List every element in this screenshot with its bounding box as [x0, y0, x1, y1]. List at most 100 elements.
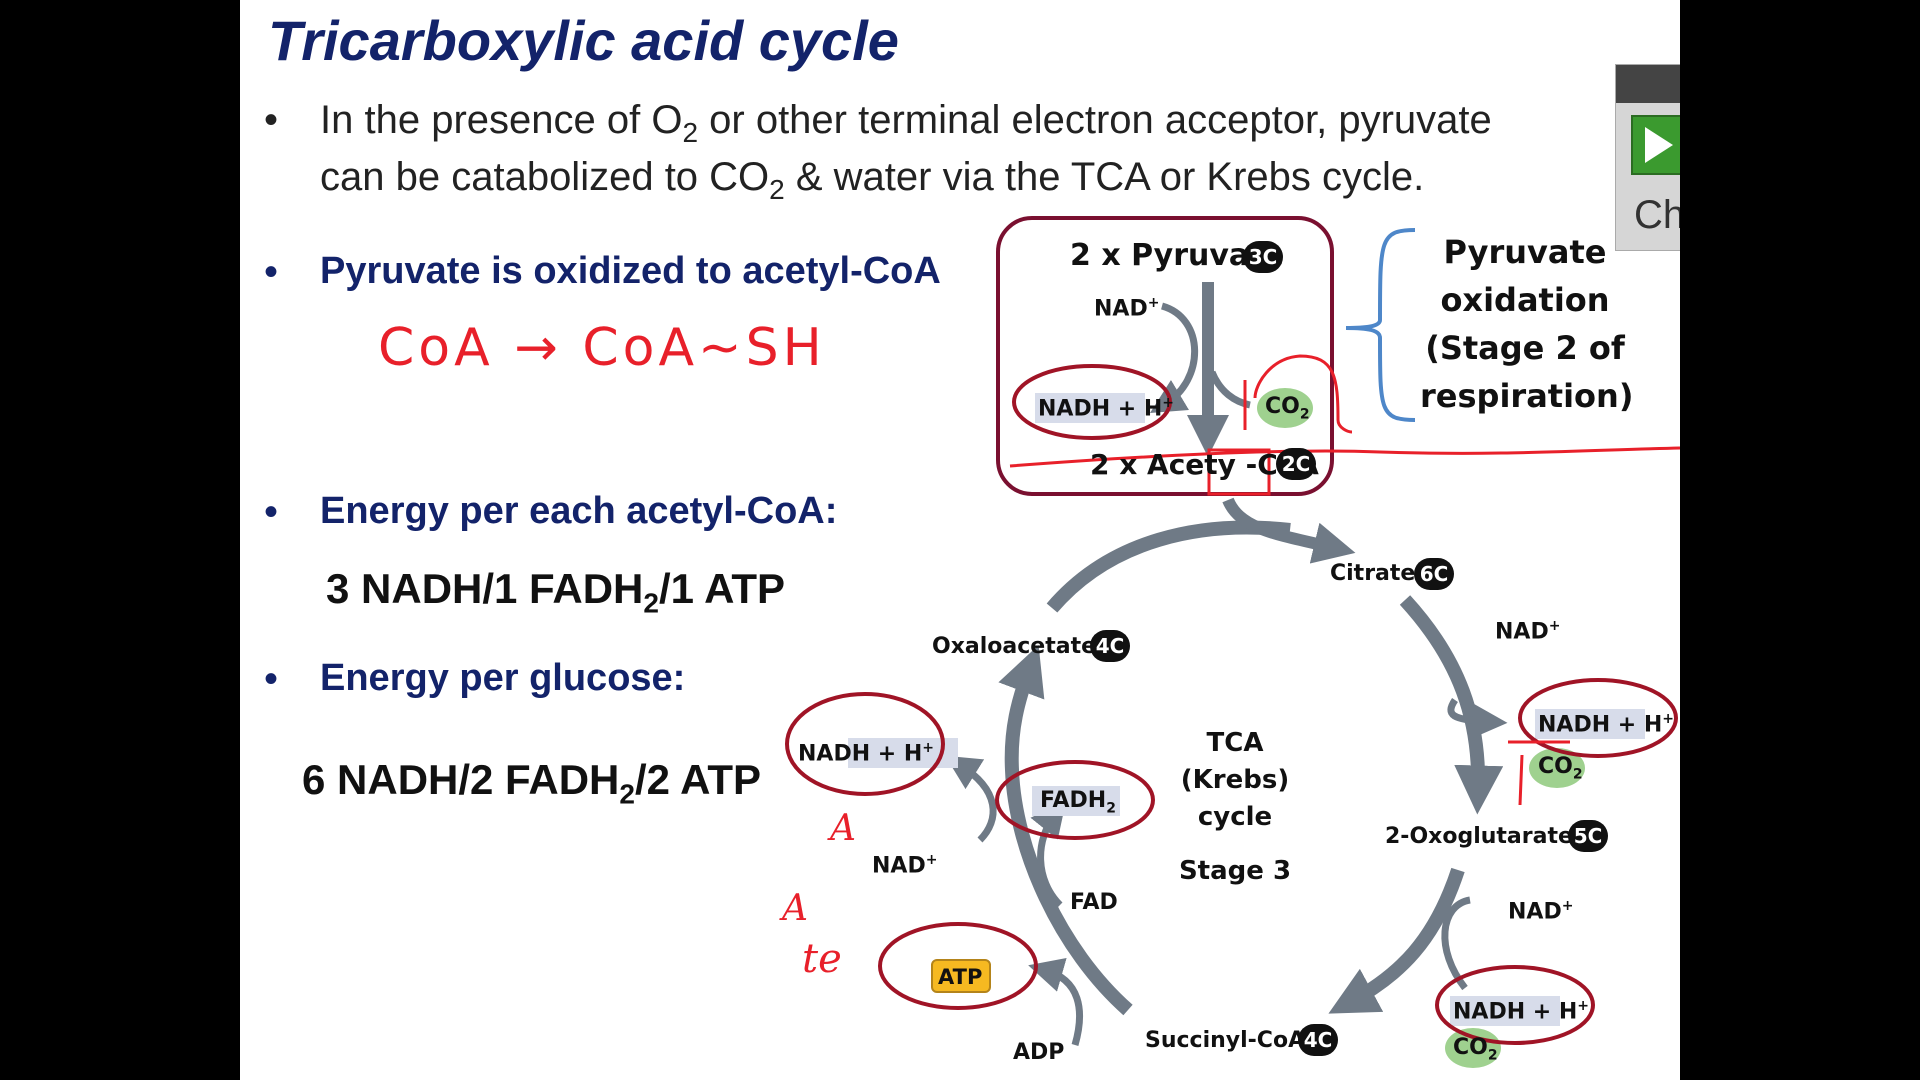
side-panel-label[interactable]: Ch	[1634, 193, 1680, 237]
text: NAD	[1508, 899, 1562, 925]
cycle-arc-top-left	[1046, 520, 1291, 613]
fadh2-highlight	[1032, 786, 1120, 816]
nadh-ellipse	[1435, 965, 1595, 1045]
co2-bubble	[1445, 1028, 1501, 1068]
text: NADH + H	[1038, 396, 1163, 422]
text: Pyruvate	[1443, 233, 1607, 271]
energy-per-acetyl-value: 3 NADH/1 FADH2/1 ATP	[326, 565, 785, 619]
bullet-dot: •	[264, 98, 279, 142]
text: NAD	[872, 853, 926, 879]
red-underline	[1009, 446, 1680, 468]
text: cycle	[1197, 802, 1273, 832]
carbon-badge: 6C	[1414, 558, 1454, 590]
text: (Stage 2 of	[1425, 329, 1625, 367]
nadh-ellipse	[785, 692, 945, 796]
bracket	[1345, 228, 1416, 422]
text: TCA	[1206, 728, 1264, 758]
text: /1 ATP	[658, 565, 785, 612]
text: or other terminal electron acceptor, pyr…	[698, 98, 1492, 142]
oxaloacetate-label: Oxaloacetate	[932, 634, 1097, 659]
handwritten-mark: A	[782, 888, 808, 929]
bullet-energy-acetyl: Energy per each acetyl-CoA:	[320, 490, 838, 532]
bullet-energy-glucose: Energy per glucose:	[320, 657, 686, 699]
red-co2-mark	[1253, 354, 1353, 434]
pyruvate-box-frame	[996, 216, 1334, 496]
co2-label: CO2	[1453, 1035, 1498, 1063]
text: NADH + H	[1538, 712, 1663, 738]
text: In the presence of O	[320, 98, 683, 142]
text: (Krebs)	[1180, 765, 1290, 795]
text: FADH	[1040, 788, 1107, 813]
play-button[interactable]	[1631, 115, 1680, 175]
red-co2-mark	[1508, 740, 1570, 806]
adp-arrow	[1028, 957, 1084, 1046]
nad-label: NAD+	[1508, 898, 1573, 924]
bullet-dot: •	[264, 490, 279, 534]
adp-label: ADP	[1013, 1040, 1065, 1065]
cycle-arc-left	[998, 645, 1133, 1016]
nad-side-arrow	[1150, 302, 1199, 414]
handwritten-mark: A	[830, 808, 856, 849]
superscript: +	[1548, 618, 1561, 634]
subscript: 2	[643, 587, 659, 619]
carbon-badge: 3C	[1243, 241, 1283, 273]
cycle-arc-right	[1399, 595, 1504, 815]
nadh-label: NADH + H+	[1038, 395, 1174, 421]
atp-ellipse	[878, 922, 1038, 1010]
fadh2-ellipse	[995, 760, 1155, 840]
succinyl-coa-label: Succinyl-CoA	[1145, 1028, 1306, 1053]
superscript: +	[1162, 395, 1175, 411]
citrate-label: Citrate	[1330, 561, 1416, 586]
atp-label: ATP	[938, 965, 983, 989]
nadh-label: NADH + H+	[798, 740, 934, 766]
side-panel: Ch	[1615, 64, 1680, 251]
subscript: 2	[1106, 800, 1116, 817]
carbon-badge: 2C	[1276, 448, 1316, 480]
nad-label: NAD+	[1495, 618, 1560, 644]
cycle-center-label: TCA (Krebs) cycle	[1160, 725, 1310, 836]
text: NADH + H	[1453, 999, 1578, 1025]
fadh2-label: FADH2	[1040, 788, 1116, 816]
nadh-highlight	[1450, 996, 1560, 1026]
nadh-highlight	[1535, 709, 1645, 739]
fad-arrow	[1030, 801, 1066, 908]
text: respiration)	[1420, 377, 1634, 415]
text: CO	[1265, 394, 1300, 419]
subscript: 2	[1572, 766, 1583, 783]
subscript: 2	[1487, 1047, 1498, 1064]
text: & water via the TCA or Krebs cycle.	[784, 155, 1425, 199]
nad-label: NAD+	[1094, 295, 1159, 321]
nadh-highlight	[1035, 393, 1145, 423]
co2-bubble	[1529, 748, 1585, 788]
bullet-dot: •	[264, 250, 279, 294]
nad-arrow-lower-right	[1441, 896, 1471, 991]
subscript: 2	[619, 778, 635, 810]
superscript: +	[1561, 898, 1574, 914]
cycle-arc-bottom-right	[1328, 867, 1465, 1014]
superscript: +	[1662, 711, 1675, 727]
nad-label: NAD+	[872, 852, 937, 878]
superscript: +	[1147, 295, 1160, 311]
side-panel-bar	[1616, 65, 1680, 103]
slide-title: Tricarboxylic acid cycle	[268, 9, 899, 72]
text: oxidation	[1440, 281, 1610, 319]
subscript: 2	[769, 174, 785, 205]
play-icon	[1645, 127, 1673, 163]
carbon-badge: 5C	[1568, 820, 1608, 852]
bullet-intro-line2: can be catabolized to CO2 & water via th…	[320, 155, 1424, 206]
superscript: +	[1577, 998, 1590, 1014]
nad-arrow-left	[945, 755, 997, 843]
bullet-dot: •	[264, 657, 279, 701]
bracket-label: Pyruvate oxidation (Stage 2 of respirati…	[1420, 228, 1634, 420]
subscript: 2	[1299, 406, 1310, 423]
co2-bubble	[1257, 388, 1313, 428]
superscript: +	[925, 852, 938, 868]
fad-label: FAD	[1070, 890, 1118, 915]
text: 6 NADH/2 FADH	[302, 756, 620, 803]
stage-label: Stage 3	[1178, 856, 1292, 886]
text: NADH + H	[798, 741, 923, 767]
nadh-label: NADH + H+	[1453, 998, 1589, 1024]
handwritten-mark: te	[802, 936, 842, 982]
text: NAD	[1495, 619, 1549, 645]
handwritten-coa-note: CoA → CoA~SH	[378, 318, 826, 378]
